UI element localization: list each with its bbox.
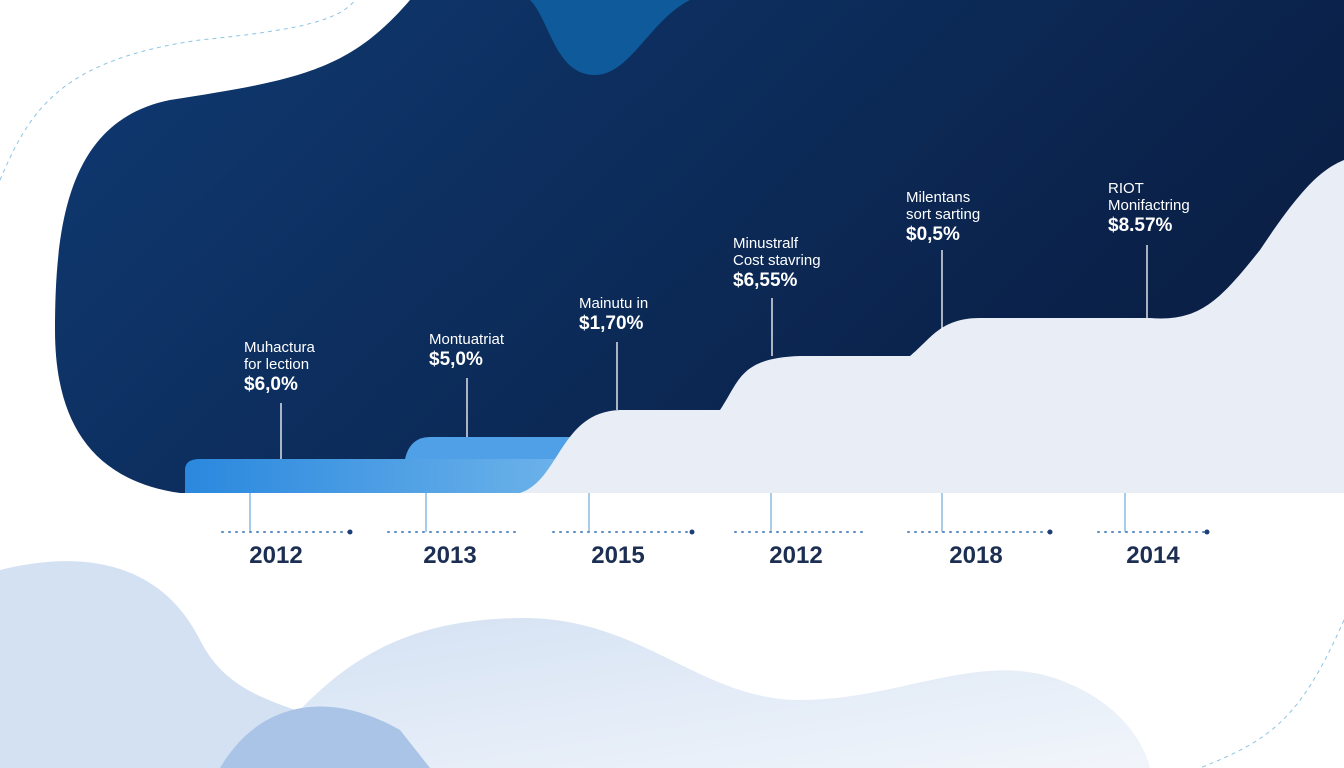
milestone-value: $5,0% xyxy=(429,349,483,370)
milestone-title: Minustralf xyxy=(733,235,799,252)
bottom-left-blob xyxy=(0,561,420,768)
year-label: 2013 xyxy=(423,542,477,569)
milestone-subtitle: Monifactring xyxy=(1108,197,1190,214)
milestone-label-5: Milentans sort sarting $0,5% xyxy=(906,189,980,247)
milestone-title: RIOT xyxy=(1108,180,1144,197)
year-label: 2015 xyxy=(591,542,645,569)
year-label: 2018 xyxy=(949,542,1003,569)
year-label: 2012 xyxy=(249,542,303,569)
milestone-value: $1,70% xyxy=(579,313,644,334)
bottom-right-dashed-curve xyxy=(1199,619,1344,768)
milestone-value: $8.57% xyxy=(1108,215,1173,236)
light-steps xyxy=(520,160,1344,493)
connector-lines xyxy=(280,245,1148,459)
blue-step-1 xyxy=(185,459,560,493)
axis-end-dots xyxy=(347,529,1210,535)
milestone-title: Mainutu in xyxy=(579,295,649,312)
axis-ticks xyxy=(249,493,1126,532)
milestone-title: Montuatriat xyxy=(429,331,505,348)
year-label: 2014 xyxy=(1126,542,1180,569)
milestone-value: $6,0% xyxy=(244,374,298,395)
milestone-label-3: Mainutu in $1,70% xyxy=(579,295,648,336)
top-left-dashed-curve xyxy=(0,0,356,181)
milestone-subtitle: sort sarting xyxy=(906,206,981,223)
year-label: 2012 xyxy=(769,542,823,569)
blue-step-2 xyxy=(405,437,580,459)
bottom-center-blob xyxy=(250,617,1150,768)
milestone-title: Muhactura xyxy=(244,339,315,356)
milestone-subtitle: Cost stavring xyxy=(733,252,821,269)
milestone-label-2: Montuatriat $5,0% xyxy=(429,331,504,372)
milestone-label-4: Minustralf Cost stavring $6,55% xyxy=(733,235,821,293)
milestone-subtitle: for lection xyxy=(244,356,310,373)
milestone-value: $6,55% xyxy=(733,270,798,291)
bottom-blue-blob xyxy=(220,706,430,768)
top-blue-drop xyxy=(530,0,690,75)
milestone-value: $0,5% xyxy=(906,224,960,245)
milestone-label-1: Muhactura for lection $6,0% xyxy=(244,339,315,397)
milestone-title: Milentans xyxy=(906,189,971,206)
milestone-label-6: RIOT Monifactring $8.57% xyxy=(1108,180,1190,238)
